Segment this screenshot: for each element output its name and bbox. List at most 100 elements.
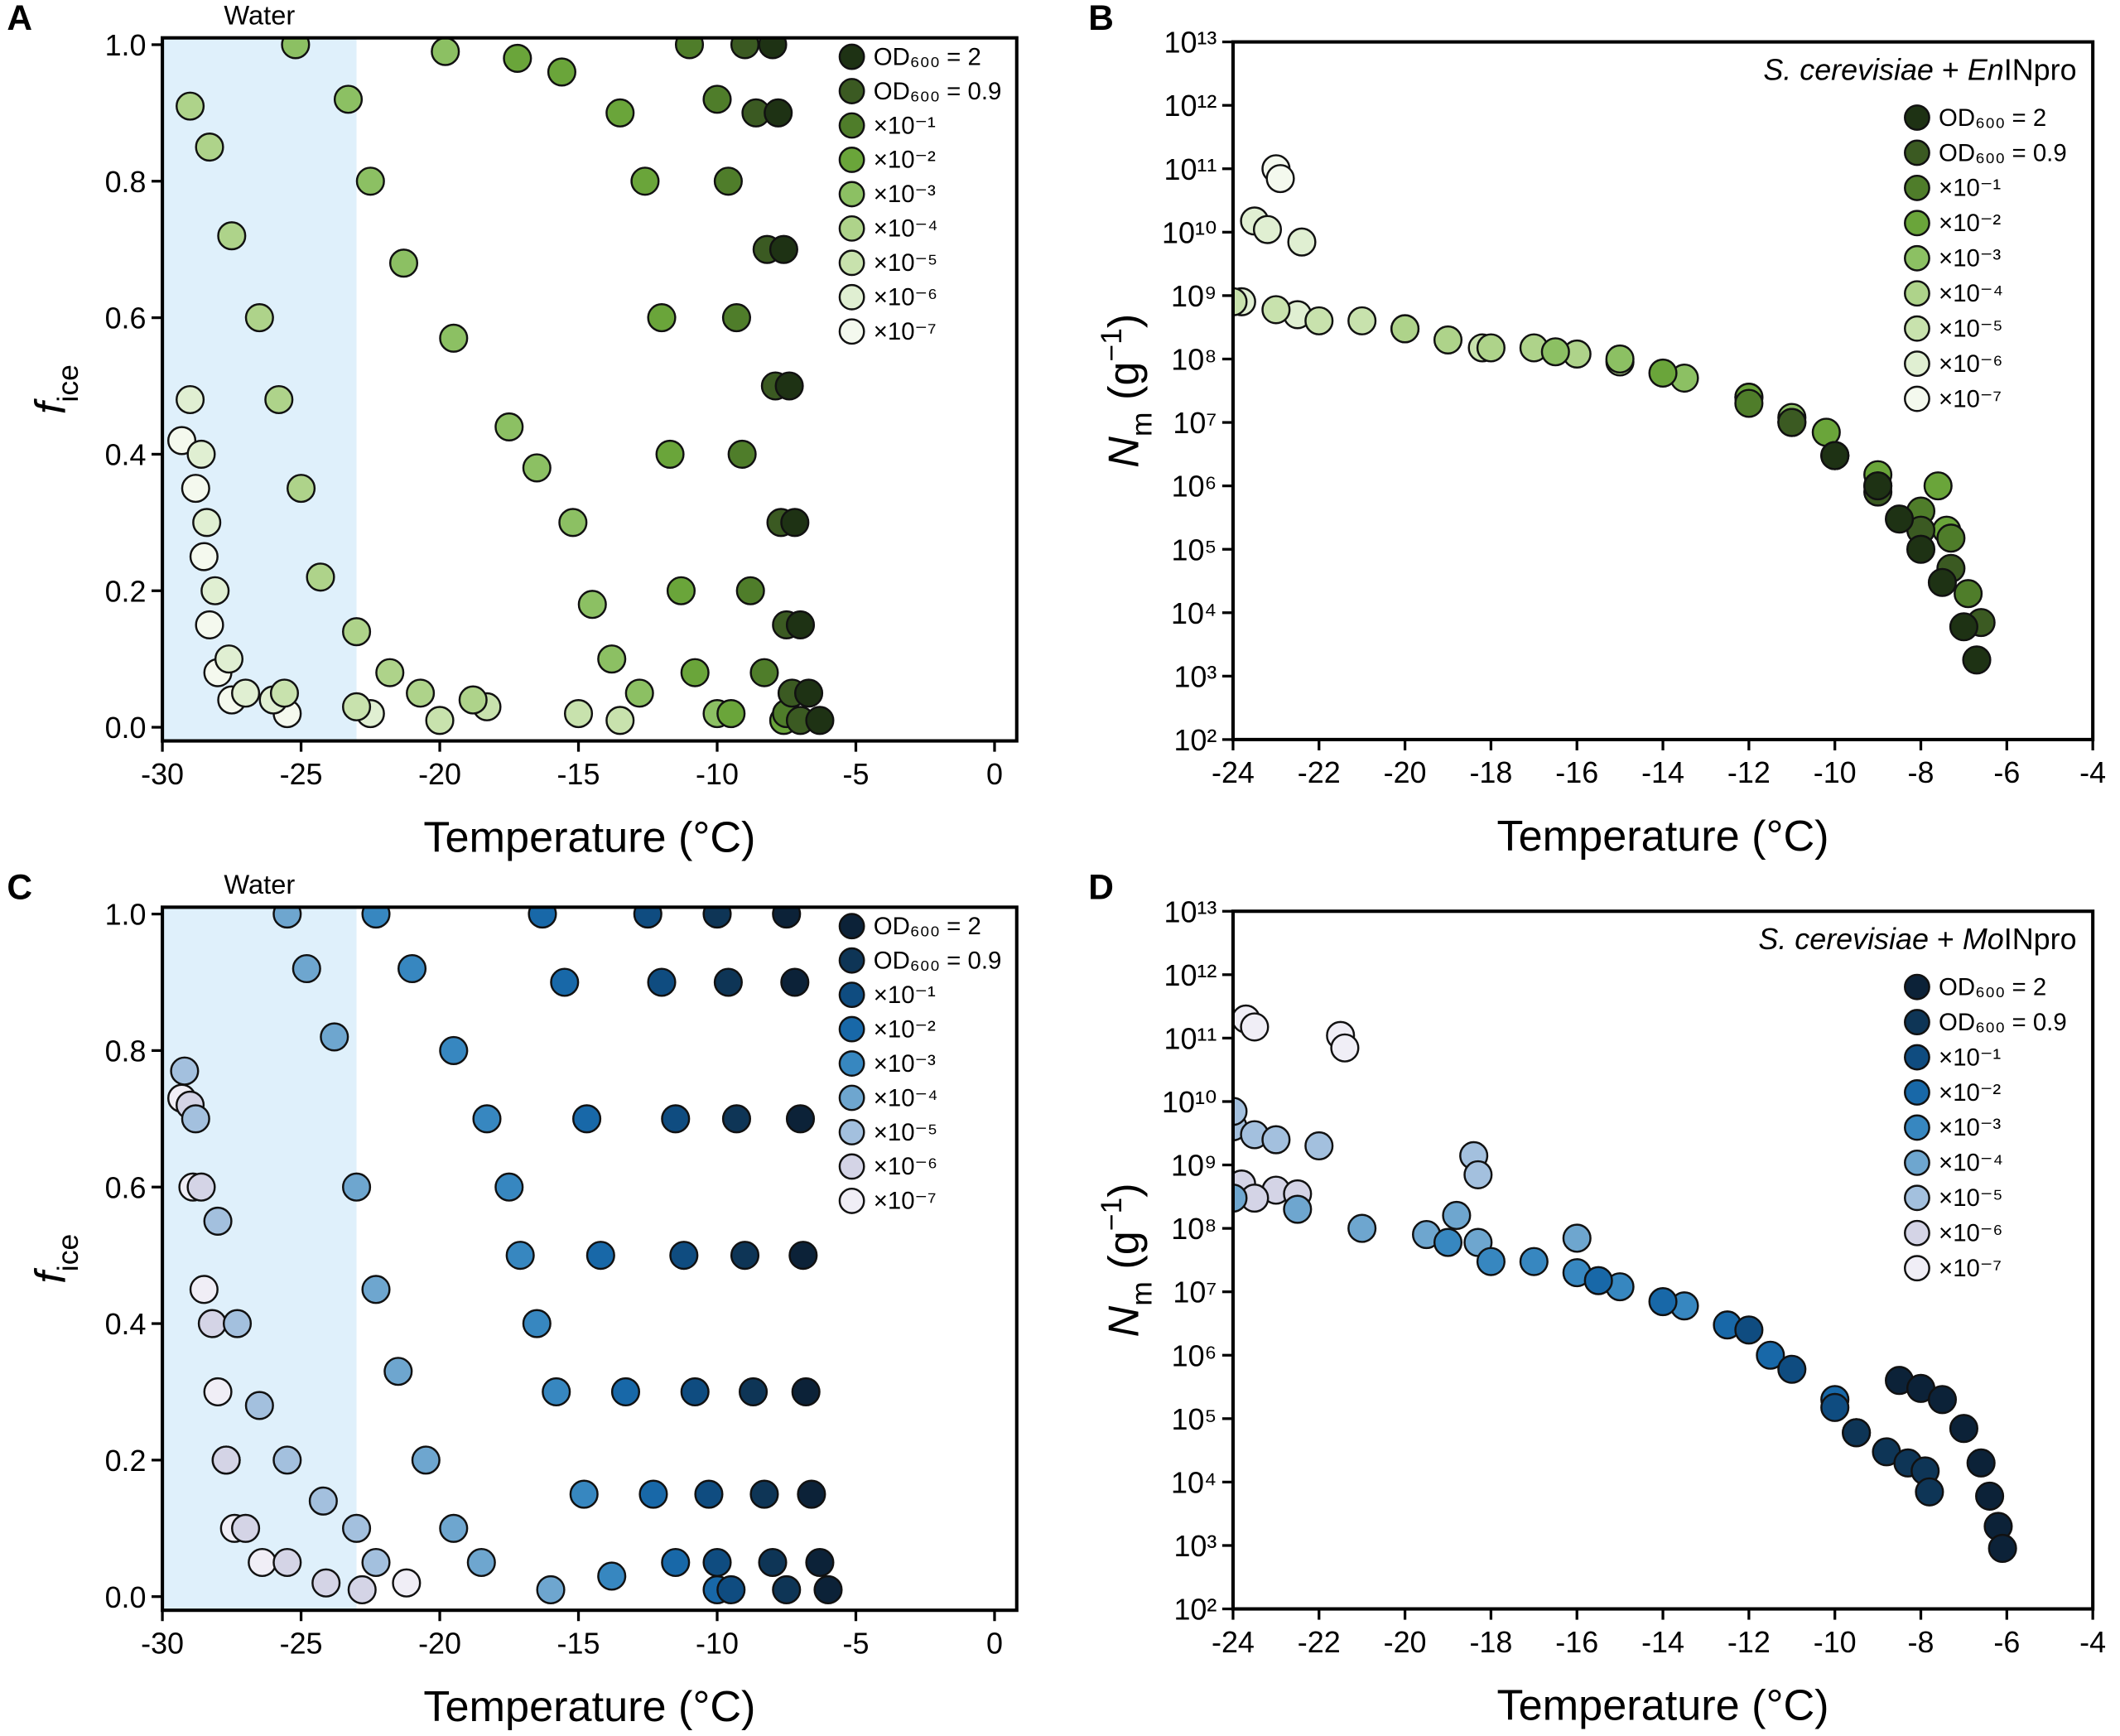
data-point: [439, 323, 469, 353]
x-tick-label: -18: [1469, 755, 1512, 789]
data-point: [197, 1309, 227, 1338]
y-tick-label: 10⁶: [1172, 1338, 1217, 1372]
data-point: [793, 678, 824, 708]
y-tick-label: 10⁴: [1171, 1465, 1217, 1499]
legend-text: ×10⁻⁶: [1939, 1220, 2002, 1247]
label-part: −1: [1095, 328, 1128, 362]
data-point: [333, 84, 364, 114]
y-tick-label: 1.0: [105, 28, 147, 62]
data-point: [805, 1547, 835, 1578]
data-point: [195, 610, 224, 640]
legend-text: ×10⁻⁷: [1939, 1255, 2002, 1282]
data-point: [1433, 325, 1463, 354]
legend-text: ×10⁻¹: [874, 981, 936, 1009]
legend-marker: [1904, 244, 1930, 272]
y-tick-label: 10⁸: [1171, 1212, 1217, 1246]
label-part: ice: [51, 364, 84, 402]
data-point: [361, 1547, 391, 1578]
data-point: [1734, 388, 1764, 418]
legend-text: ×10⁻⁶: [874, 284, 937, 311]
data-point: [1734, 1315, 1764, 1345]
panel: A Water -30 -25 -20 -15 -10 -5 0 0.0 0.2 0.4 0.6 0.8 1…: [7, 0, 1019, 861]
data-point: [721, 1104, 752, 1134]
label-part: f: [27, 398, 75, 414]
data-point: [181, 1104, 210, 1134]
data-point: [1975, 1481, 2005, 1511]
data-point: [361, 907, 391, 929]
data-point: [572, 1104, 602, 1134]
data-point: [680, 658, 710, 687]
legend-text: OD₆₀₀ = 2: [874, 43, 981, 70]
points: [166, 37, 835, 735]
data-point: [292, 953, 321, 984]
data-point: [569, 1479, 599, 1509]
legend-text: ×10⁻³: [874, 181, 936, 208]
data-point: [1232, 1097, 1248, 1126]
data-point: [269, 678, 300, 708]
y-tick-label: 10⁶: [1172, 470, 1217, 504]
data-point: [1476, 1247, 1506, 1276]
y-tick-label: 10⁷: [1173, 1275, 1217, 1309]
legend-marker: [1904, 174, 1930, 201]
data-point: [388, 248, 419, 278]
data-point: [713, 166, 743, 196]
legend-marker: [1904, 280, 1930, 307]
legend-marker: [1904, 1009, 1930, 1036]
data-point: [772, 907, 802, 929]
plot-frame: [161, 36, 1019, 743]
data-point: [186, 1172, 216, 1202]
data-point: [1949, 1414, 1978, 1444]
y-tick-label: 0.6: [105, 1170, 147, 1204]
data-point: [647, 967, 677, 997]
data-point: [702, 907, 732, 929]
data-point: [785, 1104, 816, 1134]
y-tick-label: 0.4: [105, 1307, 147, 1341]
data-point: [563, 699, 594, 729]
data-point: [739, 1377, 768, 1407]
data-point: [383, 1357, 413, 1386]
legend-marker: [838, 78, 865, 104]
legend-marker: [1904, 210, 1930, 237]
data-point: [1252, 215, 1283, 244]
label-part: (g: [1101, 1231, 1149, 1281]
y-tick-label: 10⁴: [1171, 596, 1217, 630]
data-point: [320, 1022, 349, 1052]
data-point: [1936, 523, 1966, 553]
data-point: [1583, 1266, 1613, 1295]
data-point: [1562, 1223, 1592, 1253]
y-axis-label: fice: [27, 1234, 85, 1284]
panel-letter: A: [7, 0, 32, 37]
data-point: [788, 1241, 818, 1271]
y-tick-label: 0.8: [105, 1034, 147, 1068]
legend-marker: [1904, 1149, 1930, 1176]
data-point: [721, 303, 752, 333]
data-point: [716, 699, 746, 729]
points: [1232, 1004, 2017, 1564]
points: [166, 907, 843, 1605]
data-point: [375, 658, 405, 687]
x-tick-label: -20: [1384, 1625, 1427, 1659]
data-point: [1927, 567, 1958, 597]
data-point: [749, 1479, 779, 1509]
data-point: [785, 610, 816, 640]
data-point: [342, 692, 372, 721]
data-point: [1927, 1385, 1958, 1415]
data-point: [655, 439, 685, 469]
x-tick-label: -5: [843, 1626, 870, 1660]
data-point: [1540, 337, 1570, 367]
data-point: [398, 953, 427, 984]
data-point: [577, 590, 607, 620]
data-point: [503, 43, 532, 73]
legend-marker: [1904, 139, 1930, 166]
data-point: [597, 1561, 627, 1591]
data-point: [1962, 645, 1992, 675]
legend-marker: [1904, 1219, 1930, 1247]
legend-text: OD₆₀₀ = 0.9: [1939, 139, 2067, 166]
data-point: [505, 1241, 535, 1271]
data-point: [189, 542, 219, 571]
data-point: [203, 1206, 233, 1236]
legend-text: ×10⁻⁵: [874, 249, 938, 277]
data-point: [666, 576, 696, 605]
y-tick-label: 0.6: [105, 301, 147, 335]
